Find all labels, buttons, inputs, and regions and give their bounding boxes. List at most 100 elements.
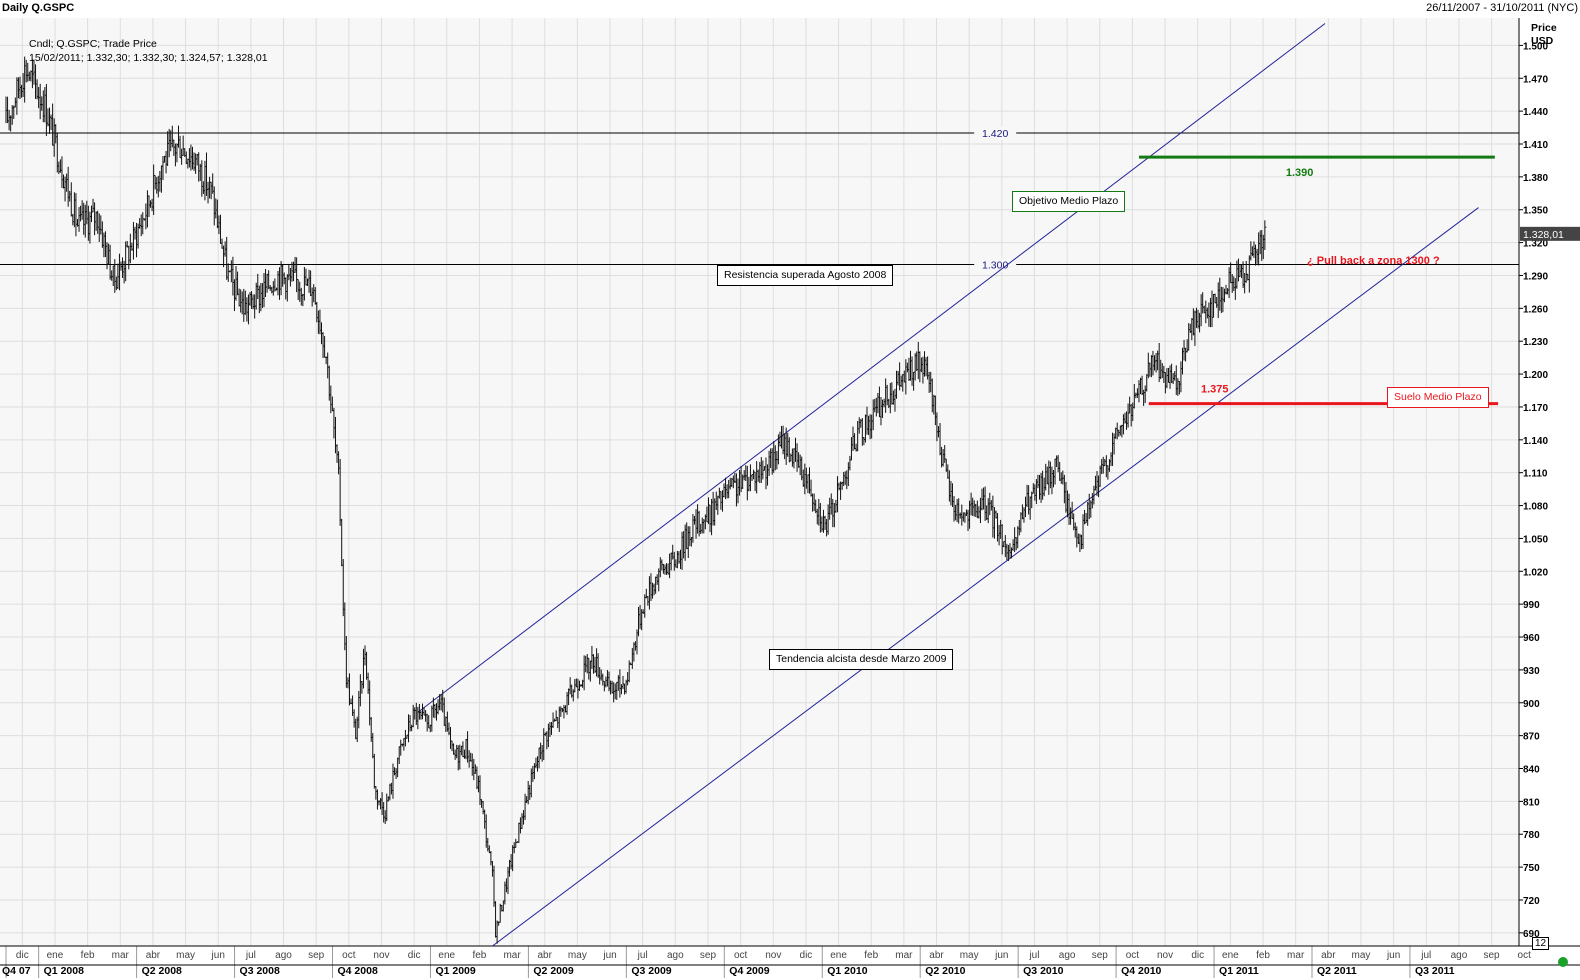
y-tick-label: 720 (1523, 896, 1540, 907)
candles-group (5, 56, 1267, 944)
x-month-label: oct (734, 950, 748, 961)
last-candle-info: 15/02/2011; 1.332,30; 1.332,30; 1.324,57… (29, 52, 268, 64)
x-month-label: abr (1321, 950, 1336, 961)
y-tick-label: 930 (1523, 666, 1540, 677)
y-tick-label: 1.500 (1523, 41, 1548, 52)
y-tick-label: 990 (1523, 600, 1540, 611)
x-quarter-label: Q2 2010 (925, 965, 965, 977)
resistance-1420-line-label-bg (974, 126, 1017, 141)
x-month-label: jul (245, 950, 256, 961)
x-month-label: dic (408, 950, 421, 961)
y-tick-label: 1.470 (1523, 74, 1548, 85)
x-month-label: ago (1451, 950, 1468, 961)
x-month-label: abr (146, 950, 161, 961)
x-quarter-label: Q1 2008 (44, 965, 84, 977)
x-month-label: ago (1059, 950, 1076, 961)
x-quarter-label: Q2 2011 (1317, 965, 1357, 977)
x-quarter-label: Q3 2011 (1415, 965, 1455, 977)
x-month-label: sep (1092, 950, 1109, 961)
y-tick-label: 1.200 (1523, 370, 1548, 381)
x-quarter-label: Q1 2009 (435, 965, 475, 977)
y-tick-label: 1.140 (1523, 436, 1548, 447)
x-month-label: dic (800, 950, 813, 961)
x-month-label: jun (211, 950, 225, 961)
y-tick-label: 1.350 (1523, 206, 1548, 217)
x-month-label: nov (373, 950, 389, 961)
x-month-label: jun (1386, 950, 1400, 961)
trend-annotation: Tendencia alcista desde Marzo 2009 (769, 649, 954, 670)
x-quarter-label: Q2 2009 (533, 965, 573, 977)
x-month-label: jul (637, 950, 648, 961)
x-quarter-label: Q1 2011 (1219, 965, 1259, 977)
x-month-label: dic (1191, 950, 1204, 961)
x-month-label: ene (47, 950, 64, 961)
y-tick-label: 1.320 (1523, 239, 1548, 250)
x-month-label: feb (472, 950, 486, 961)
x-month-label: mar (112, 950, 130, 961)
y-tick-label: 840 (1523, 765, 1540, 776)
floor-annotation: Suelo Medio Plazo (1387, 387, 1489, 408)
x-quarter-label: Q3 2010 (1023, 965, 1063, 977)
y-tick-label: 900 (1523, 699, 1540, 710)
x-quarter-label: Q4 07 (2, 965, 31, 977)
x-month-label: jul (1028, 950, 1039, 961)
y-tick-label: 1.290 (1523, 271, 1548, 282)
y-tick-label: 870 (1523, 732, 1540, 743)
resistance-1300-line-label: 1.300 (982, 260, 1008, 272)
status-indicator-icon (1558, 957, 1568, 967)
x-month-label: feb (864, 950, 878, 961)
zoom-indicator[interactable]: 12 (1532, 937, 1550, 950)
x-month-label: mar (895, 950, 913, 961)
x-month-label: may (176, 950, 195, 961)
x-quarter-label: Q4 2009 (729, 965, 769, 977)
x-month-label: dic (16, 950, 29, 961)
x-quarter-label: Q3 2009 (631, 965, 671, 977)
x-month-label: abr (929, 950, 944, 961)
x-month-label: sep (308, 950, 325, 961)
floor-value-label: 1.375 (1201, 384, 1229, 396)
price-axis-area (1519, 18, 1580, 946)
x-month-label: ene (1222, 950, 1239, 961)
y-tick-label: 1.260 (1523, 304, 1548, 315)
x-month-label: ago (275, 950, 292, 961)
x-month-label: may (1352, 950, 1371, 961)
x-quarter-label: Q1 2010 (827, 965, 867, 977)
last-price-tag-bg (1520, 226, 1580, 241)
x-quarter-label: Q3 2008 (240, 965, 280, 977)
target-value-label: 1.390 (1286, 167, 1314, 179)
x-month-label: oct (342, 950, 356, 961)
resistance-1420-line-label: 1.420 (982, 128, 1008, 140)
resistance-annotation: Resistencia superada Agosto 2008 (717, 265, 894, 286)
x-quarter-label: Q4 2008 (338, 965, 378, 977)
x-month-label: ene (830, 950, 847, 961)
x-quarter-label: Q2 2008 (142, 965, 182, 977)
x-month-label: ago (667, 950, 684, 961)
date-range: 26/11/2007 - 31/10/2011 (NYC) (1426, 2, 1578, 14)
x-month-label: jun (994, 950, 1008, 961)
x-month-label: feb (81, 950, 95, 961)
x-month-label: jun (602, 950, 616, 961)
x-month-label: mar (1287, 950, 1305, 961)
chart-title: Daily Q.GSPC (2, 2, 75, 14)
y-tick-label: 960 (1523, 633, 1540, 644)
x-month-label: feb (1256, 950, 1270, 961)
x-month-label: abr (537, 950, 552, 961)
y-tick-label: 1.410 (1523, 140, 1548, 151)
y-tick-label: 1.440 (1523, 107, 1548, 118)
last-price-tag: 1.328,01 (1523, 229, 1564, 241)
x-month-label: oct (1126, 950, 1140, 961)
channel-upper-line (417, 23, 1326, 714)
y-tick-label: 1.020 (1523, 567, 1548, 578)
x-month-label: sep (700, 950, 717, 961)
y-axis-title: Price USD (1531, 22, 1557, 47)
y-tick-label: 780 (1523, 830, 1540, 841)
x-quarter-label: Q4 2010 (1121, 965, 1161, 977)
x-month-label: jul (1420, 950, 1431, 961)
y-tick-label: 1.230 (1523, 337, 1548, 348)
y-tick-label: 1.050 (1523, 534, 1548, 545)
y-tick-label: 690 (1523, 929, 1540, 940)
x-month-label: nov (765, 950, 781, 961)
pullback-annotation: ¿ Pull back a zona 1300 ? (1307, 255, 1440, 267)
x-month-label: ene (438, 950, 455, 961)
